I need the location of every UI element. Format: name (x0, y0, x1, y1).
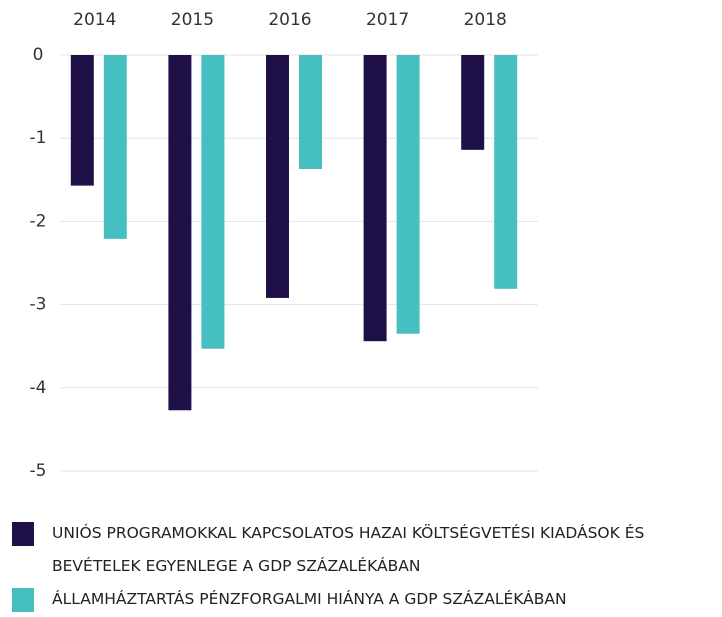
bar (363, 55, 387, 342)
legend: UNIÓS PROGRAMOKKAL KAPCSOLATOS HAZAI KÖL… (0, 517, 722, 616)
y-tick-label: -4 (30, 378, 47, 398)
y-tick-label: 0 (33, 45, 44, 65)
x-tick-label: 2016 (268, 10, 311, 30)
legend-label: ÁLLAMHÁZTARTÁS PÉNZFORGALMI HIÁNYA A GDP… (52, 590, 567, 608)
bar (461, 55, 485, 150)
legend-label: UNIÓS PROGRAMOKKAL KAPCSOLATOS HAZAI KÖL… (52, 524, 645, 575)
bar (103, 55, 127, 239)
y-tick-label: -3 (30, 295, 47, 315)
bar (168, 55, 192, 411)
legend-swatch (12, 588, 34, 612)
bar (299, 55, 322, 169)
bar (396, 55, 420, 334)
legend-swatch (12, 522, 34, 546)
x-tick-label: 2015 (171, 10, 214, 30)
bar (70, 55, 94, 186)
y-tick-label: -5 (30, 461, 47, 481)
bar (266, 55, 289, 298)
legend-item: UNIÓS PROGRAMOKKAL KAPCSOLATOS HAZAI KÖL… (0, 517, 722, 583)
x-tick-label: 2014 (73, 10, 116, 30)
y-tick-label: -2 (30, 211, 47, 231)
x-tick-label: 2018 (464, 10, 507, 30)
legend-item: ÁLLAMHÁZTARTÁS PÉNZFORGALMI HIÁNYA A GDP… (0, 583, 722, 616)
x-tick-label: 2017 (366, 10, 409, 30)
bar (494, 55, 518, 289)
chart: 0 -1 -2 -3 -4 -5 2014 2015 2016 2017 2018 (30, 10, 538, 481)
y-tick-label: -1 (30, 128, 47, 148)
bar (201, 55, 225, 349)
